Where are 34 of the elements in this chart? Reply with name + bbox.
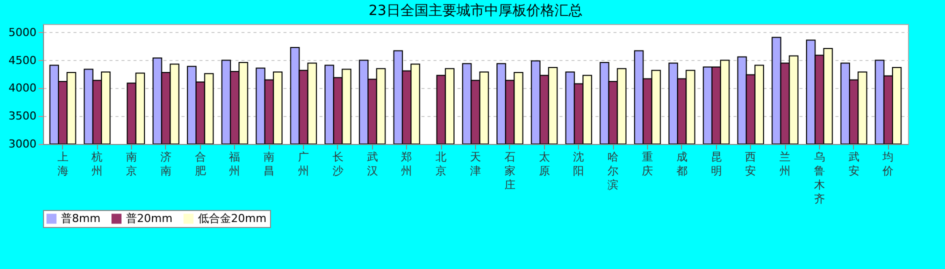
x-tick-label: 成都: [676, 150, 688, 178]
x-tick-label: 兰州: [780, 150, 791, 178]
x-tick-label: 天津: [470, 150, 481, 178]
x-tick-label: 沈阳: [573, 150, 584, 178]
x-tick-label: 哈尔滨: [608, 150, 619, 192]
legend-label: 普8mm: [61, 212, 100, 225]
x-tick-label: 北京: [436, 150, 447, 178]
y-tick-label: 5000: [8, 26, 36, 39]
x-tick-label: 石家庄: [504, 150, 516, 192]
x-tick-label: 均价: [882, 150, 894, 178]
chart-title: 23日全国主要城市中厚板价格汇总: [368, 3, 582, 19]
y-tick-label: 4000: [8, 82, 36, 95]
x-tick-label: 广州: [298, 150, 310, 178]
x-tick-label: 上海: [57, 150, 68, 178]
x-tick-label: 昆明: [710, 150, 722, 178]
y-tick-label: 3000: [8, 138, 36, 150]
x-tick-label: 乌鲁木齐: [814, 150, 825, 206]
x-tick-label: 合肥: [194, 150, 206, 178]
x-tick-label: 福州: [229, 150, 240, 178]
x-tick-label: 武汉: [366, 150, 378, 178]
x-tick-label: 济南: [160, 150, 172, 178]
y-tick-label: 3500: [8, 110, 36, 123]
x-tick-label: 重庆: [642, 150, 653, 178]
x-tick-label: 长沙: [332, 150, 344, 178]
y-tick-label: 4500: [8, 54, 36, 67]
x-tick-label: 太原: [538, 150, 550, 178]
x-tick-label: 南昌: [264, 150, 275, 178]
x-tick-label: 西安: [745, 150, 756, 178]
x-tick-label: 南京: [126, 150, 138, 178]
x-tick-label: 郑州: [401, 150, 412, 178]
legend-label: 低合金20mm: [198, 212, 266, 225]
legend-label: 普20mm: [126, 212, 172, 225]
x-tick-label: 武安: [848, 150, 860, 178]
x-tick-label: 杭州: [90, 150, 103, 178]
